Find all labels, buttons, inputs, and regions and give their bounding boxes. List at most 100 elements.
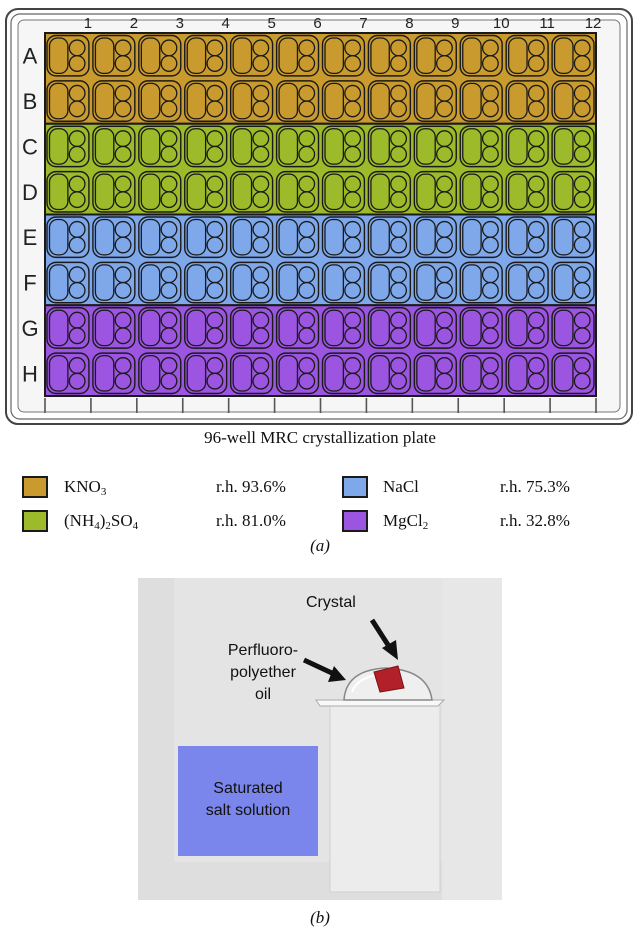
arrow-to-crystal	[369, 618, 398, 660]
well-G1	[46, 307, 90, 349]
well-H5	[229, 352, 274, 395]
well-G2	[92, 307, 136, 349]
condition-band	[44, 304, 597, 397]
well-A4	[184, 34, 228, 77]
row-label: A	[23, 44, 38, 69]
legend-swatch	[342, 510, 368, 532]
well-C10	[459, 125, 503, 168]
well-D5	[229, 170, 274, 213]
well-D9	[413, 170, 457, 213]
well-H6	[275, 352, 320, 395]
legend-rh-value: r.h. 32.8%	[500, 511, 570, 530]
well-C9	[413, 125, 457, 168]
well-E10	[459, 216, 503, 259]
well-D3	[138, 170, 182, 213]
well-B8	[367, 80, 412, 122]
well-G4	[184, 307, 228, 349]
oil-label-line: oil	[254, 686, 271, 703]
well-H2	[92, 352, 136, 395]
well-A2	[92, 34, 136, 77]
chamber-right-wall	[442, 578, 502, 900]
well-C8	[367, 125, 412, 168]
well-B10	[459, 80, 503, 122]
plate-caption: 96-well MRC crystallization plate	[204, 428, 436, 447]
well-F4	[184, 261, 228, 304]
well-A3	[138, 34, 182, 77]
well-F9	[413, 261, 457, 304]
well-F8	[367, 261, 412, 304]
well-G10	[459, 307, 503, 349]
well-B6	[275, 80, 320, 122]
panel-b-diagram: Crystal Perfluoro- polyether oil Saturat…	[138, 578, 502, 900]
legend-rh-value: r.h. 81.0%	[216, 511, 286, 530]
well-H8	[367, 352, 412, 395]
row-label: C	[22, 134, 38, 159]
pedestal	[329, 701, 441, 893]
well-G12	[551, 307, 595, 349]
well-E4	[184, 216, 228, 259]
well-C7	[321, 125, 366, 168]
legend-salt-name: MgCl2	[383, 511, 429, 532]
salt-reservoir	[178, 746, 318, 856]
well-A5	[229, 34, 274, 77]
wells-layer	[44, 32, 597, 397]
row-label: E	[23, 225, 38, 250]
well-E9	[413, 216, 457, 259]
well-B3	[138, 80, 182, 122]
legend-rh-value: r.h. 75.3%	[500, 477, 570, 496]
well-E6	[275, 216, 320, 259]
well-H12	[551, 352, 595, 395]
well-F10	[459, 261, 503, 304]
chamber-cross-section	[138, 578, 502, 900]
oil-label-line: polyether	[230, 664, 296, 681]
legend-rh-value: r.h. 93.6%	[216, 477, 286, 496]
row-label: F	[23, 271, 36, 296]
column-label: 8	[405, 15, 413, 32]
panel-b-label: (b)	[310, 908, 330, 927]
column-label: 12	[585, 15, 602, 32]
column-label: 7	[359, 15, 367, 32]
column-label: 10	[493, 15, 510, 32]
arrow-to-oil	[302, 657, 346, 682]
well-F2	[92, 261, 136, 304]
salt-label-line: salt solution	[205, 802, 291, 819]
condition-band	[44, 122, 597, 216]
well-E5	[229, 216, 274, 259]
well-B12	[551, 80, 595, 122]
column-label: 9	[451, 15, 459, 32]
well-C3	[138, 125, 182, 168]
cover-slip	[315, 699, 446, 707]
crystal-label: Crystal	[306, 594, 356, 611]
well-F5	[229, 261, 274, 304]
legend-swatch	[342, 476, 368, 498]
well-B2	[92, 80, 136, 122]
well-A1	[46, 34, 90, 77]
column-label: 1	[84, 15, 92, 32]
well-E11	[505, 216, 549, 259]
well-C12	[551, 125, 595, 168]
well-G9	[413, 307, 457, 349]
well-G5	[229, 307, 274, 349]
well-B11	[505, 80, 549, 122]
well-H3	[138, 352, 182, 395]
well-D12	[551, 170, 595, 213]
column-label: 3	[176, 15, 184, 32]
well-D11	[505, 170, 549, 213]
well-H1	[46, 352, 90, 395]
well-E2	[92, 216, 136, 259]
well-B7	[321, 80, 366, 122]
well-E8	[367, 216, 412, 259]
legend-salt-name: KNO3	[64, 477, 107, 498]
legend-salt-name: NaCl	[383, 477, 419, 496]
legend-swatch	[22, 476, 48, 498]
crystal	[373, 665, 405, 693]
well-F12	[551, 261, 595, 304]
well-F1	[46, 261, 90, 304]
well-A7	[321, 34, 366, 77]
panel-a-label: (a)	[310, 536, 330, 555]
row-label: G	[21, 316, 38, 341]
well-C2	[92, 125, 136, 168]
well-G8	[367, 307, 412, 349]
well-D2	[92, 170, 136, 213]
row-label: B	[23, 89, 38, 114]
